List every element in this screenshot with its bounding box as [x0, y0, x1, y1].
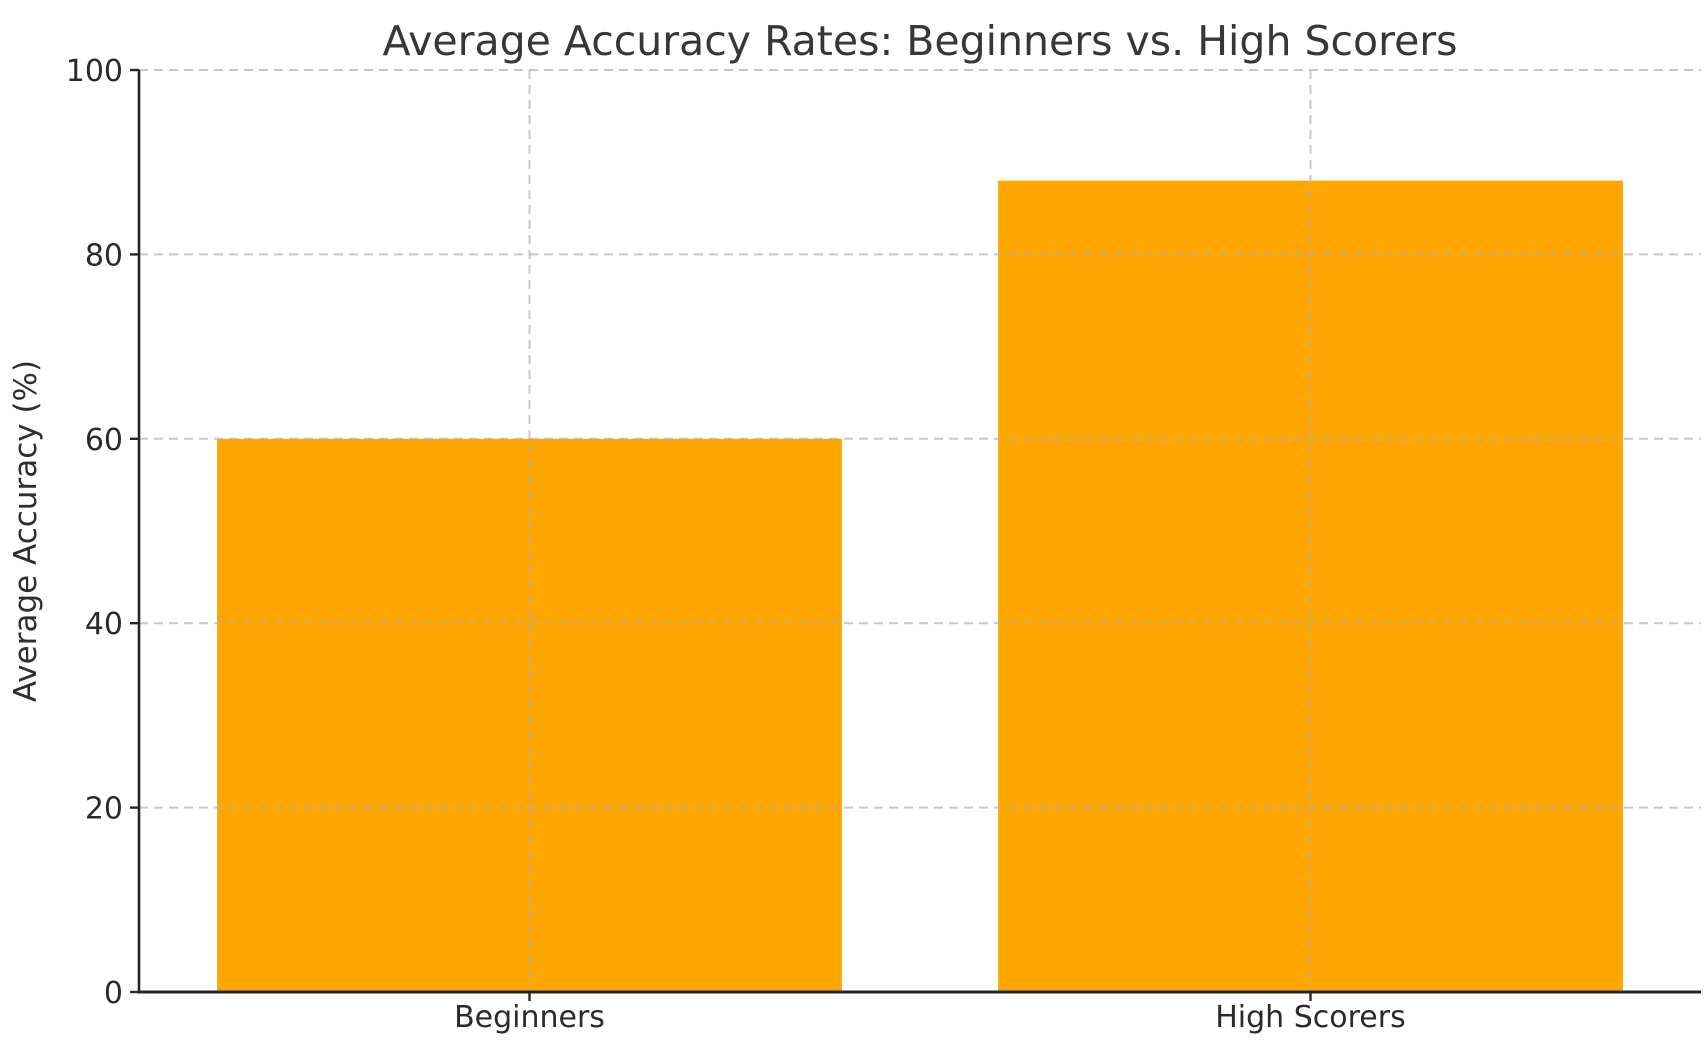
x-tick-label-high-scorers: High Scorers	[1215, 1000, 1405, 1035]
y-axis-label: Average Accuracy (%)	[8, 360, 44, 702]
y-tick-label-80: 80	[85, 238, 123, 273]
x-tick-label-beginners: Beginners	[454, 1000, 605, 1035]
tick-labels-layer: 0 20 40 60 80 100 Beginners High Scorers	[66, 54, 1406, 1035]
y-tick-label-40: 40	[85, 607, 123, 642]
y-tick-label-20: 20	[85, 792, 123, 827]
y-tick-label-0: 0	[104, 976, 123, 1011]
bars-layer	[217, 180, 1623, 992]
y-tick-label-60: 60	[85, 423, 123, 458]
axes-layer	[130, 68, 1701, 1001]
chart-title: Average Accuracy Rates: Beginners vs. Hi…	[382, 17, 1457, 65]
y-tick-label-100: 100	[66, 54, 123, 89]
